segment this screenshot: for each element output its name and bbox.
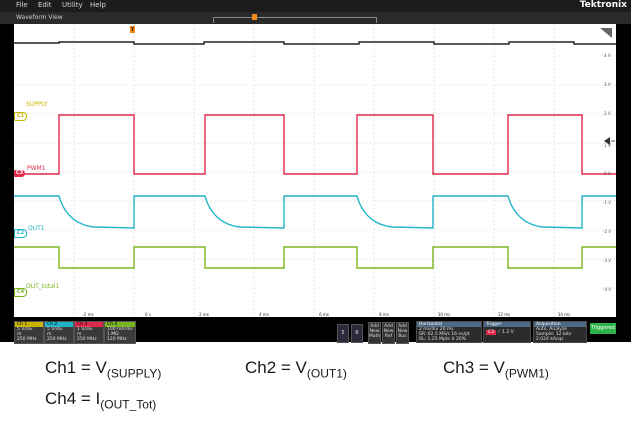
time-tick-label: 0 s [145,312,151,317]
ch1-badge[interactable]: Ch 1 5 V/div m 250 MHz [14,321,44,344]
caption-ch4-text: Ch4 = I [45,389,101,408]
caption-ch1: Ch1 = V(SUPPLY) [45,358,161,380]
ch4-marker[interactable]: C4 [14,288,27,297]
waveform-plot [14,24,616,317]
waveform-view-header: Waveform View [0,12,631,24]
ch1-badge-bandwidth: 250 MHz [17,337,37,342]
ch2-badge-scale: 5 V/div [47,327,63,332]
trigger-marker-icon[interactable]: T [130,26,135,33]
horizontal-title: Horizontal [417,322,481,327]
horizontal-scale: 2 ms/div 20 ms [419,327,454,332]
acquisition-mode: Auto, Analyze [536,327,568,332]
top-corner-icon [600,28,612,38]
caption-ch3-sub: (PWM1) [504,366,549,381]
trigger-settings: C3 ⟋ 1.2 V [484,330,530,335]
horizontal-record-length: RL: 1.25 Mpts ⊻ 20% [419,337,467,342]
scale-label: 1 V [604,143,611,148]
ch3-badge[interactable]: Ch 3 1 V/div m 250 MHz [74,321,104,344]
horizontal-panel[interactable]: Horizontal 2 ms/div 20 ms SR: 62.5 MS/s … [416,321,482,343]
acquisition-panel[interactable]: Acquisition Auto, Analyze Sample: 12 bit… [533,321,587,343]
caption-ch2-sub: (OUT1) [306,366,347,381]
channel-6-button[interactable]: 6 [351,324,363,343]
time-tick-label: 10 ms [437,312,451,317]
ch2-badge-coupling: m [47,332,52,337]
menu-utility[interactable]: Utility [62,1,83,9]
scale-label: 0 V [604,171,611,176]
brand-logo: Tektronix [579,0,627,10]
ch4-badge[interactable]: Ch 4 100 mA/div 1 MΩ 120 MHz [104,321,136,344]
ch2-badge-bandwidth: 250 MHz [47,337,67,342]
caption-ch1-sub: (SUPPLY) [106,366,162,381]
trigger-position-icon[interactable] [252,14,257,20]
ch4-badge-scale: 100 mA/div [107,327,133,332]
record-view-box[interactable] [213,17,377,23]
scale-label: -3 V [603,258,611,263]
caption-ch2: Ch2 = V(OUT1) [245,358,347,380]
trigger-panel[interactable]: Trigger C3 ⟋ 1.2 V [483,321,531,343]
scale-label: -2 V [603,229,611,234]
ch1-label: SUPPLY [26,101,48,108]
trace-ch4-out-total [14,246,616,269]
acquisition-sample: Sample: 12 bits [536,332,572,337]
ch2-badge[interactable]: Ch 2 5 V/div m 250 MHz [44,321,74,344]
ch4-badge-bandwidth: 120 MHz [107,337,127,342]
trigger-level: 1.2 V [502,330,514,335]
menu-bar: File Edit Utility Help Tektronix [0,0,631,12]
trace-ch3-pwm1 [14,114,616,175]
menu-edit[interactable]: Edit [38,1,52,9]
channel-5-button[interactable]: 5 [337,324,349,343]
caption-ch4-sub: (OUT_Tot) [100,397,157,412]
caption-ch3-text: Ch3 = V [443,358,505,377]
ch3-badge-title: Ch 3 [75,322,103,327]
ch2-label: OUT1 [28,225,45,232]
caption-ch4: Ch4 = I(OUT_Tot) [45,389,156,411]
scale-label: -4 V [603,287,611,292]
scale-label: 3 V [604,82,611,87]
ch2-marker[interactable]: C2 [14,229,27,238]
ch4-badge-impedance: 1 MΩ [107,332,119,337]
time-tick-label: 4 ms [259,312,269,317]
trigger-title: Trigger [484,322,530,327]
trigger-source: C3 [486,330,497,335]
ch3-badge-coupling: m [77,332,82,337]
ch1-badge-coupling: m [17,332,22,337]
caption-ch2-text: Ch2 = V [245,358,307,377]
graticule [14,24,616,317]
menu-help[interactable]: Help [90,1,106,9]
acquisition-title: Acquisition [534,322,586,327]
add-new-ref-button[interactable]: Add New Ref [382,322,395,344]
time-tick-label: 12 ms [497,312,511,317]
waveform-view-title: Waveform View [16,14,63,21]
ch4-label: OUT_total1 [26,283,60,290]
horizontal-sample-rate: SR: 62.5 MS/s 16 ns/pt [419,332,470,337]
scale-label: 2 V [604,111,611,116]
time-tick-label: 14 ms [557,312,571,317]
trace-ch2-out1 [14,195,616,229]
scale-label: 4 V [604,53,611,58]
ch4-badge-title: Ch 4 [105,322,135,327]
time-tick-label: -2 ms [82,312,94,317]
black-trace [14,41,616,45]
time-tick-label: 2 ms [199,312,209,317]
trigger-slope-icon: ⟋ [497,330,503,335]
acquisition-count: 2.024 kAcqs [536,337,564,342]
ch1-badge-scale: 5 V/div [17,327,33,332]
time-tick-label: 6 ms [319,312,329,317]
triggered-status-badge: Triggered [590,323,616,334]
ch1-badge-title: Ch 1 [15,322,43,327]
scale-label: -1 V [603,200,611,205]
caption-ch3: Ch3 = V(PWM1) [443,358,549,380]
horizontal-reference-icon [604,137,610,145]
ch3-marker[interactable]: C3 [14,170,25,177]
ch3-label: PWM1 [27,165,46,172]
ch2-badge-title: Ch 2 [45,322,73,327]
ch3-badge-scale: 1 V/div [77,327,93,332]
menu-file[interactable]: File [16,1,28,9]
ch3-badge-bandwidth: 250 MHz [77,337,97,342]
time-tick-label: 8 ms [379,312,389,317]
add-new-bus-button[interactable]: Add New Bus [396,322,409,344]
add-new-math-button[interactable]: Add New Math [368,322,381,344]
ch1-marker[interactable]: C1 [14,112,27,121]
caption-ch1-text: Ch1 = V [45,358,107,377]
